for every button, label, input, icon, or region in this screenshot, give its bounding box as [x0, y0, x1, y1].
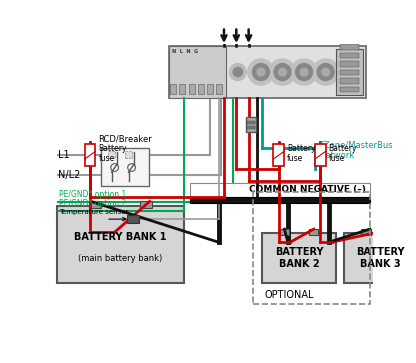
Text: N/L2: N/L2 — [58, 170, 80, 180]
Bar — [140, 201, 152, 208]
Bar — [109, 151, 115, 158]
Bar — [337, 49, 363, 95]
Bar — [207, 84, 213, 94]
Bar — [89, 201, 101, 208]
Circle shape — [291, 59, 317, 85]
Bar — [315, 144, 326, 166]
Text: Battery
fuse: Battery fuse — [329, 144, 357, 163]
Text: BATTERY
BANK 2: BATTERY BANK 2 — [275, 247, 323, 269]
Bar — [344, 233, 416, 283]
Bar — [340, 70, 359, 75]
Bar — [391, 229, 400, 234]
Bar — [57, 206, 184, 283]
Circle shape — [274, 64, 291, 81]
Text: CZone/MasterBus
Network: CZone/MasterBus Network — [319, 140, 393, 159]
Bar — [340, 87, 359, 92]
Circle shape — [279, 68, 286, 76]
Circle shape — [233, 68, 243, 77]
Text: BATTERY
BANK 3: BATTERY BANK 3 — [357, 247, 405, 269]
Text: COMMON NEGATIVE (–): COMMON NEGATIVE (–) — [249, 185, 366, 194]
Text: (main battery bank): (main battery bank) — [78, 254, 163, 263]
Text: RCD/Breaker: RCD/Breaker — [98, 135, 151, 144]
Bar — [253, 192, 370, 304]
Bar — [362, 229, 371, 234]
Bar — [125, 151, 131, 158]
Circle shape — [229, 64, 246, 81]
Bar — [168, 46, 226, 98]
Bar — [198, 84, 204, 94]
Circle shape — [312, 59, 339, 85]
Bar — [190, 183, 370, 197]
Bar — [216, 84, 223, 94]
Text: N  L  N  G: N L N G — [172, 49, 198, 54]
Bar — [101, 147, 149, 186]
Text: Temperature sensor: Temperature sensor — [59, 209, 129, 215]
Text: PE/GND* option 2: PE/GND* option 2 — [59, 199, 126, 208]
Circle shape — [270, 59, 296, 85]
Text: Battery
fuse: Battery fuse — [287, 144, 316, 163]
Bar — [340, 44, 359, 50]
Text: BATTERY BANK 1: BATTERY BANK 1 — [74, 232, 167, 242]
Bar — [273, 144, 284, 166]
Text: L1: L1 — [58, 150, 69, 160]
Bar — [246, 117, 255, 132]
Bar — [340, 61, 359, 67]
Bar — [84, 144, 95, 166]
Bar — [127, 215, 139, 223]
Bar — [170, 84, 176, 94]
Bar — [168, 46, 366, 98]
Circle shape — [317, 64, 334, 81]
Bar — [340, 53, 359, 58]
Circle shape — [296, 64, 312, 81]
Bar — [340, 78, 359, 83]
Bar — [309, 229, 318, 234]
Bar — [190, 197, 370, 203]
Circle shape — [300, 68, 308, 76]
Circle shape — [257, 68, 265, 76]
Text: PE/GND* option 1: PE/GND* option 1 — [59, 190, 126, 199]
Circle shape — [253, 64, 270, 81]
Bar — [188, 84, 195, 94]
Bar — [262, 233, 336, 283]
Circle shape — [322, 68, 329, 76]
Text: OPTIONAL: OPTIONAL — [265, 290, 314, 300]
Bar — [247, 121, 255, 125]
Bar — [247, 126, 255, 129]
Circle shape — [248, 59, 274, 85]
Bar — [280, 229, 289, 234]
Bar — [179, 84, 186, 94]
Text: Battery
fuse: Battery fuse — [99, 144, 127, 163]
